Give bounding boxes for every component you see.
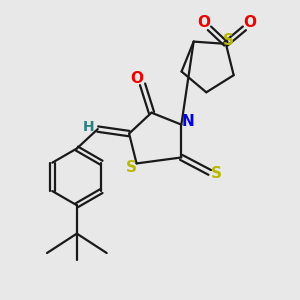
Text: S: S <box>126 160 137 175</box>
Text: O: O <box>198 15 211 30</box>
Text: N: N <box>182 113 194 128</box>
Text: S: S <box>211 167 222 182</box>
Text: O: O <box>243 15 256 30</box>
Text: S: S <box>224 33 234 48</box>
Text: O: O <box>131 71 144 86</box>
Text: H: H <box>82 120 94 134</box>
